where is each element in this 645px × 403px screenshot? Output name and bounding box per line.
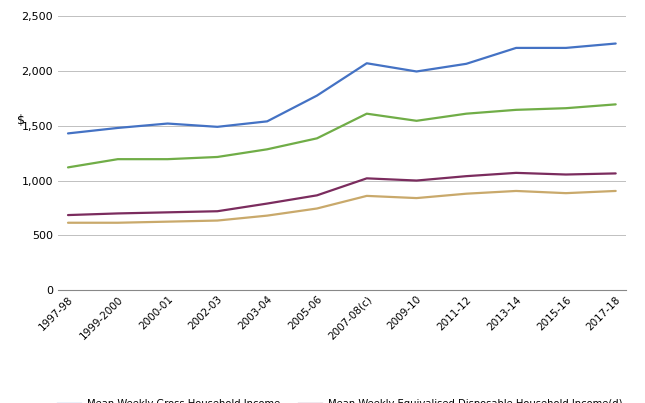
Mean Weekly Gross Household Income — [263, 119, 271, 124]
Mean Weekly Equivalised Disposable Household Income(d) — [114, 211, 122, 216]
Mean Weekly Equivalised Disposable Household Income(d) — [64, 213, 72, 218]
Line: Median Weekly Equivalised Disposable Household Income(d): Median Weekly Equivalised Disposable Hou… — [68, 191, 616, 223]
Mean Weekly Equivalised Disposable Household Income(d) — [363, 176, 371, 181]
Mean Weekly Equivalised Disposable Household Income(d) — [562, 172, 570, 177]
Median Weekly Gross Household Income — [462, 111, 470, 116]
Text: $: $ — [17, 114, 25, 127]
Median Weekly Equivalised Disposable Household Income(d) — [413, 196, 421, 201]
Median Weekly Gross Household Income — [363, 111, 371, 116]
Mean Weekly Gross Household Income — [213, 125, 221, 129]
Mean Weekly Gross Household Income — [164, 121, 172, 126]
Median Weekly Gross Household Income — [413, 118, 421, 123]
Median Weekly Gross Household Income — [164, 157, 172, 162]
Line: Mean Weekly Equivalised Disposable Household Income(d): Mean Weekly Equivalised Disposable House… — [68, 173, 616, 215]
Mean Weekly Equivalised Disposable Household Income(d) — [512, 170, 520, 175]
Median Weekly Gross Household Income — [64, 165, 72, 170]
Mean Weekly Gross Household Income — [462, 61, 470, 66]
Mean Weekly Equivalised Disposable Household Income(d) — [413, 178, 421, 183]
Mean Weekly Equivalised Disposable Household Income(d) — [213, 209, 221, 214]
Median Weekly Equivalised Disposable Household Income(d) — [363, 193, 371, 198]
Median Weekly Gross Household Income — [263, 147, 271, 152]
Mean Weekly Gross Household Income — [114, 125, 122, 130]
Median Weekly Equivalised Disposable Household Income(d) — [263, 213, 271, 218]
Mean Weekly Equivalised Disposable Household Income(d) — [164, 210, 172, 215]
Median Weekly Gross Household Income — [562, 106, 570, 110]
Median Weekly Equivalised Disposable Household Income(d) — [64, 220, 72, 225]
Median Weekly Equivalised Disposable Household Income(d) — [213, 218, 221, 223]
Median Weekly Gross Household Income — [612, 102, 620, 107]
Median Weekly Equivalised Disposable Household Income(d) — [462, 191, 470, 196]
Median Weekly Equivalised Disposable Household Income(d) — [562, 191, 570, 195]
Mean Weekly Equivalised Disposable Household Income(d) — [462, 174, 470, 179]
Mean Weekly Gross Household Income — [512, 46, 520, 50]
Median Weekly Equivalised Disposable Household Income(d) — [612, 189, 620, 193]
Mean Weekly Gross Household Income — [363, 61, 371, 66]
Median Weekly Equivalised Disposable Household Income(d) — [313, 206, 321, 211]
Mean Weekly Equivalised Disposable Household Income(d) — [612, 171, 620, 176]
Median Weekly Equivalised Disposable Household Income(d) — [164, 219, 172, 224]
Mean Weekly Gross Household Income — [562, 46, 570, 50]
Median Weekly Equivalised Disposable Household Income(d) — [114, 220, 122, 225]
Mean Weekly Equivalised Disposable Household Income(d) — [263, 201, 271, 206]
Line: Mean Weekly Gross Household Income: Mean Weekly Gross Household Income — [68, 44, 616, 133]
Mean Weekly Gross Household Income — [64, 131, 72, 136]
Median Weekly Gross Household Income — [512, 108, 520, 112]
Mean Weekly Equivalised Disposable Household Income(d) — [313, 193, 321, 198]
Median Weekly Gross Household Income — [213, 155, 221, 160]
Line: Median Weekly Gross Household Income: Median Weekly Gross Household Income — [68, 104, 616, 167]
Median Weekly Gross Household Income — [313, 136, 321, 141]
Legend: Mean Weekly Gross Household Income, Median Weekly Gross Household Income, Mean W: Mean Weekly Gross Household Income, Medi… — [57, 399, 631, 403]
Median Weekly Equivalised Disposable Household Income(d) — [512, 189, 520, 193]
Mean Weekly Gross Household Income — [413, 69, 421, 74]
Median Weekly Gross Household Income — [114, 157, 122, 162]
Mean Weekly Gross Household Income — [612, 41, 620, 46]
Mean Weekly Gross Household Income — [313, 93, 321, 98]
